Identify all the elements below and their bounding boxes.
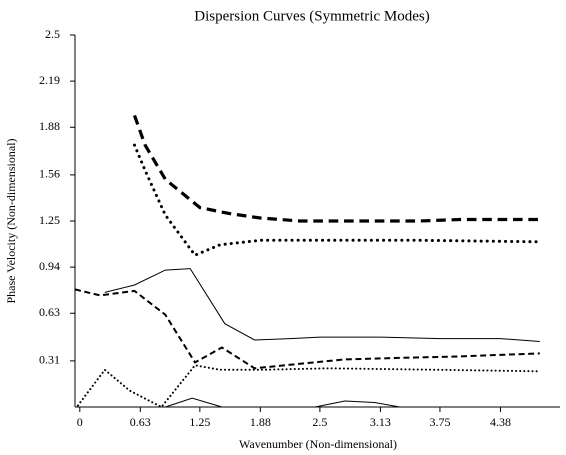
x-tick-label: 0: [77, 415, 83, 429]
y-tick-label: 2.5: [45, 27, 60, 41]
data-line: [76, 364, 541, 409]
y-tick-label: 0.63: [39, 305, 60, 319]
x-tick-label: 0.63: [130, 415, 151, 429]
y-tick-label: 2.19: [39, 73, 60, 87]
data-line: [133, 143, 542, 258]
data-line: [74, 288, 540, 370]
y-tick-label: 0.31: [39, 353, 60, 367]
x-tick-label: 1.88: [250, 415, 271, 429]
x-axis-label: Wavenumber (Non-dimensional): [239, 437, 397, 451]
data-line: [132, 114, 540, 223]
x-tick-label: 2.5: [312, 415, 327, 429]
x-tick-label: 3.75: [429, 415, 450, 429]
chart-title: Dispersion Curves (Symmetric Modes): [194, 8, 429, 24]
x-tick-label: 4.38: [490, 415, 511, 429]
y-axis-label: Phase Velocity (Non-dimensional): [4, 138, 18, 303]
y-tick-label: 1.25: [39, 213, 60, 227]
data-line: [165, 397, 400, 408]
x-tick-label: 3.13: [370, 415, 391, 429]
y-tick-label: 0.94: [39, 259, 60, 273]
y-tick-label: 1.88: [39, 119, 60, 133]
y-tick-label: 1.56: [39, 167, 60, 181]
x-tick-label: 1.25: [189, 415, 210, 429]
data-line: [104, 268, 540, 342]
